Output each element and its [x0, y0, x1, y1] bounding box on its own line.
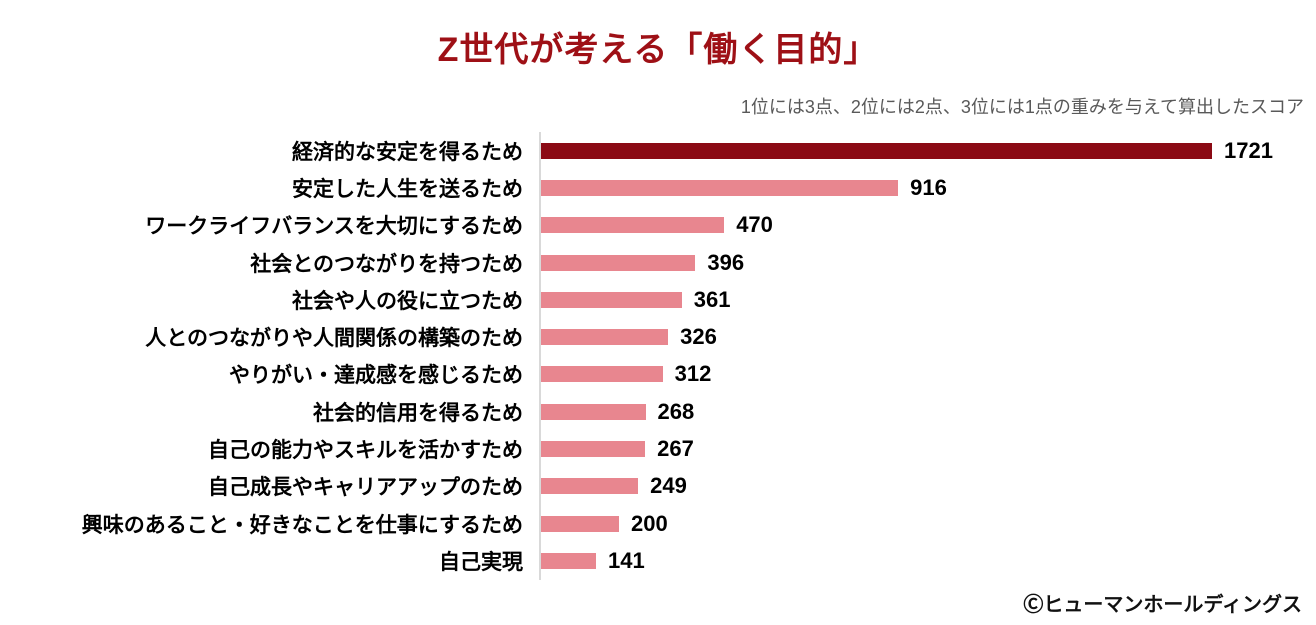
bar-row: 自己の能力やスキルを活かすため 267 — [0, 430, 1316, 468]
bar-plot-area: 312 — [539, 355, 1316, 394]
value-label: 470 — [736, 212, 773, 238]
bar-row: ワークライフバランスを大切にするため 470 — [0, 206, 1316, 244]
bar-plot-area: 916 — [539, 169, 1316, 207]
bar-plot-area: 470 — [539, 206, 1316, 244]
bar — [541, 441, 646, 458]
bar-plot-area: 200 — [539, 504, 1316, 543]
bar-plot-area: 361 — [539, 281, 1316, 319]
value-label: 267 — [657, 436, 694, 462]
category-label: 自己の能力やスキルを活かすため — [208, 439, 523, 463]
bar — [541, 366, 663, 383]
bar-plot-area: 267 — [539, 430, 1316, 468]
value-label: 361 — [693, 286, 731, 312]
bar-row: 安定した人生を送るため 916 — [0, 169, 1316, 207]
bar-row: 社会的信用を得るため 268 — [0, 393, 1316, 431]
bar — [541, 403, 646, 420]
value-label: 326 — [680, 324, 717, 350]
category-label: ワークライフバランスを大切にするため — [145, 215, 523, 239]
bar — [541, 552, 596, 569]
value-label: 141 — [608, 547, 645, 573]
bar-chart: 経済的な安定を得るため 1721 安定した人生を送るため 916 ワークライフバランスを… — [0, 132, 1316, 580]
category-label: 興味のあること・好きなことを仕事にするため — [81, 513, 523, 537]
category-label: 人とのつながりや人間関係の構築のため — [145, 327, 523, 351]
category-label: 経済的な安定を得るため — [292, 140, 523, 164]
value-label: 396 — [707, 249, 745, 275]
bar-row: 経済的な安定を得るため 1721 — [0, 132, 1316, 170]
value-label: 200 — [631, 510, 668, 536]
bar-plot-area: 396 — [539, 243, 1316, 282]
bar-plot-area: 268 — [539, 393, 1316, 431]
bar-plot-area: 326 — [539, 318, 1316, 356]
bar — [541, 179, 899, 196]
bar — [541, 254, 696, 271]
bar-row: 社会とのつながりを持つため 396 — [0, 243, 1316, 282]
bar — [541, 142, 1212, 159]
bar-row: 社会や人の役に立つため 361 — [0, 281, 1316, 319]
value-label: 249 — [650, 473, 687, 499]
bar — [541, 515, 619, 532]
bar-plot-area: 249 — [539, 467, 1316, 505]
bar-plot-area: 1721 — [539, 132, 1316, 170]
category-label: 安定した人生を送るため — [292, 177, 523, 201]
chart-title: Z世代が考える「働く目的」 — [437, 31, 879, 69]
category-label: やりがい・達成感を感じるため — [229, 364, 523, 388]
bar-row: 自己成長やキャリアアップのため 249 — [0, 467, 1316, 505]
bar — [541, 217, 725, 234]
value-label: 312 — [674, 361, 712, 387]
bar-row: 興味のあること・好きなことを仕事にするため 200 — [0, 504, 1316, 543]
bar-rows: 経済的な安定を得るため 1721 安定した人生を送るため 916 ワークライフバランスを… — [0, 132, 1316, 580]
bar-plot-area: 141 — [539, 542, 1316, 580]
category-label: 自己実現 — [439, 550, 523, 574]
bar — [541, 291, 682, 308]
category-label: 自己成長やキャリアアップのため — [208, 476, 523, 500]
chart-subtitle: 1位には3点、2位には2点、3位には1点の重みを与えて算出したスコア — [740, 97, 1304, 117]
value-label: 1721 — [1224, 137, 1273, 163]
bar-row: やりがい・達成感を感じるため 312 — [0, 355, 1316, 394]
bar-row: 自己実現 141 — [0, 542, 1316, 580]
value-label: 916 — [910, 174, 947, 200]
value-label: 268 — [657, 398, 695, 424]
bar — [541, 329, 669, 346]
category-label: 社会的信用を得るため — [313, 401, 523, 425]
category-label: 社会や人の役に立つため — [292, 289, 523, 313]
category-label: 社会とのつながりを持つため — [250, 252, 523, 276]
bar-row: 人とのつながりや人間関係の構築のため 326 — [0, 318, 1316, 356]
bar — [541, 478, 639, 495]
